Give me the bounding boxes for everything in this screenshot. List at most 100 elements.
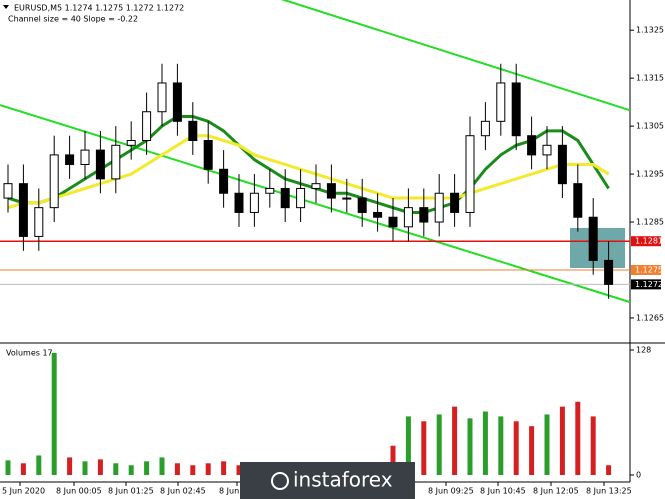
x-tick-label: 8 Jun 13:25 [586, 487, 632, 496]
volume-bar [97, 459, 103, 475]
volume-title: Volumes 17 [6, 349, 53, 358]
candle-body [111, 144, 121, 180]
volume-bar [559, 406, 565, 475]
watermark-logo [271, 472, 289, 490]
y-tick-label: 1.1305 [636, 122, 664, 131]
candle-body [80, 149, 90, 165]
candle-body [249, 192, 259, 213]
channel-line [280, 0, 631, 112]
volume-bar [67, 457, 73, 475]
y-tick-label: 1.1315 [636, 74, 664, 83]
volume-bar [144, 461, 150, 475]
moving-average [7, 115, 610, 214]
volume-bar [128, 465, 134, 475]
volume-bar [452, 406, 458, 475]
volume-bar [5, 460, 11, 475]
x-tick-label: 8 Jun 12:05 [533, 487, 579, 496]
candle-body [542, 144, 552, 156]
volume-tick-label: 0 [636, 471, 641, 480]
level-label-bg [631, 264, 661, 275]
candle-body [280, 187, 290, 209]
level-label: 1.1275 [635, 265, 663, 274]
candle-body [342, 197, 352, 200]
candle-body [3, 183, 13, 199]
candle-body [403, 207, 413, 228]
candle-body [388, 216, 398, 228]
moving-average [7, 134, 610, 210]
candle-body [496, 82, 506, 122]
candle-body [18, 183, 28, 237]
volume-bar [575, 401, 581, 475]
volume-bar [482, 411, 488, 475]
candle-body [480, 120, 490, 137]
candle-body [573, 183, 583, 218]
y-tick-label: 1.1295 [636, 170, 664, 179]
candle-body [527, 135, 537, 156]
volume-bar [82, 461, 88, 475]
plot [0, 0, 631, 475]
y-tick-label: 1.1285 [636, 218, 664, 227]
y-tick-label: 1.1265 [636, 313, 664, 322]
volume-bar [390, 445, 396, 475]
channel-line [0, 104, 631, 304]
volume-bar [113, 463, 119, 475]
volume-bar [467, 418, 473, 475]
candle-body [126, 140, 136, 146]
level-label: 1.1272 [635, 280, 663, 289]
x-tick-label: 8 Jun 02:45 [160, 487, 206, 496]
level-label-bg [631, 236, 661, 247]
candle-body [434, 192, 444, 223]
candle-body [557, 144, 567, 185]
watermark-box [240, 462, 415, 499]
candle-body [49, 154, 59, 209]
volume-bar [529, 426, 535, 475]
candle-body [172, 82, 182, 122]
chart-title: EURUSD,M5 1.1274 1.1275 1.1272 1.1272 [14, 4, 184, 13]
candle-body [157, 82, 167, 113]
candle-body [234, 192, 244, 213]
volume-bar [544, 414, 550, 475]
volume-bar [590, 416, 596, 475]
title-arrow [3, 5, 9, 9]
volume-tick-label: 128 [636, 346, 651, 355]
volume-bar [513, 421, 519, 475]
x-tick-label: 8 Jun 04 [219, 487, 252, 496]
x-tick-label: 8 Jun 10:45 [480, 487, 526, 496]
volume-bar [51, 352, 57, 475]
candle-body [419, 207, 429, 223]
x-tick-label: 5 Jun 2020 [2, 487, 45, 496]
volume-bar [36, 455, 42, 475]
volume-bar [236, 465, 242, 475]
candle-body [65, 154, 75, 165]
watermark: instaforex [293, 468, 393, 492]
candle-body [450, 192, 460, 213]
candle-body [95, 149, 105, 180]
candle-body [34, 207, 44, 237]
x-tick-label: 8 Jun 09:25 [428, 487, 474, 496]
candle-body [326, 183, 336, 199]
candle-body [373, 211, 383, 218]
volume-bar [205, 463, 211, 475]
candle-body [511, 82, 521, 137]
candle-body [311, 183, 321, 189]
candle-body [604, 259, 614, 285]
candle-body [203, 140, 213, 170]
volume-bar [405, 416, 411, 475]
volume-bar [159, 457, 165, 475]
level-label: 1.1281 [635, 237, 663, 246]
candle-body [265, 187, 275, 194]
candle-body [142, 111, 152, 142]
volume-bar [20, 463, 26, 475]
volume-bar [221, 461, 227, 475]
x-tick-label: 8 Jun 01:25 [108, 487, 154, 496]
candle-body [219, 168, 229, 194]
level-label-bg [631, 279, 661, 290]
candle-body [296, 187, 306, 209]
volume-bar [606, 465, 612, 475]
subtitle: Channel size = 40 Slope = -0.22 [8, 15, 138, 24]
volume-bar [436, 414, 442, 475]
x-tick-label: 8 Jun 00:05 [56, 487, 102, 496]
volume-bar [174, 463, 180, 475]
